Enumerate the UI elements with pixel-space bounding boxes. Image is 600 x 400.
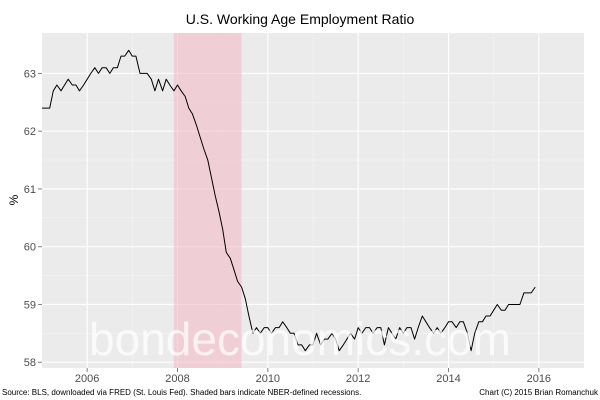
x-tick-label-2016: 2016 [527, 373, 551, 385]
x-tick-label-2010: 2010 [256, 373, 280, 385]
y-tick-label-61: 61 [24, 184, 36, 196]
footer-credit: Chart (C) 2015 Brian Romanchuk [479, 388, 599, 397]
recession-bands [173, 33, 242, 368]
major-gridlines [42, 33, 584, 368]
y-tick-label-58: 58 [24, 357, 36, 369]
y-tick-label-63: 63 [24, 68, 36, 80]
y-axis-ticks: 58 59 60 61 62 63 [24, 68, 42, 369]
x-tick-label-2014: 2014 [436, 373, 460, 385]
y-axis-label: % [7, 194, 21, 205]
x-axis-ticks: 2006 2008 2010 2012 2014 2016 [75, 368, 551, 385]
recession-band-1 [173, 33, 242, 368]
chart-title: U.S. Working Age Employment Ratio [186, 11, 415, 27]
series-layer [42, 49, 536, 352]
y-tick-label-60: 60 [24, 242, 36, 254]
series-line-1 [42, 49, 536, 352]
footer-source: Source: BLS, downloaded via FRED (St. Lo… [2, 388, 361, 397]
x-tick-label-2006: 2006 [75, 373, 99, 385]
y-tick-label-62: 62 [24, 126, 36, 138]
x-tick-label-2012: 2012 [346, 373, 370, 385]
y-tick-label-59: 59 [24, 299, 36, 311]
watermark: bondeconomics.com [89, 313, 511, 365]
x-tick-label-2008: 2008 [165, 373, 189, 385]
